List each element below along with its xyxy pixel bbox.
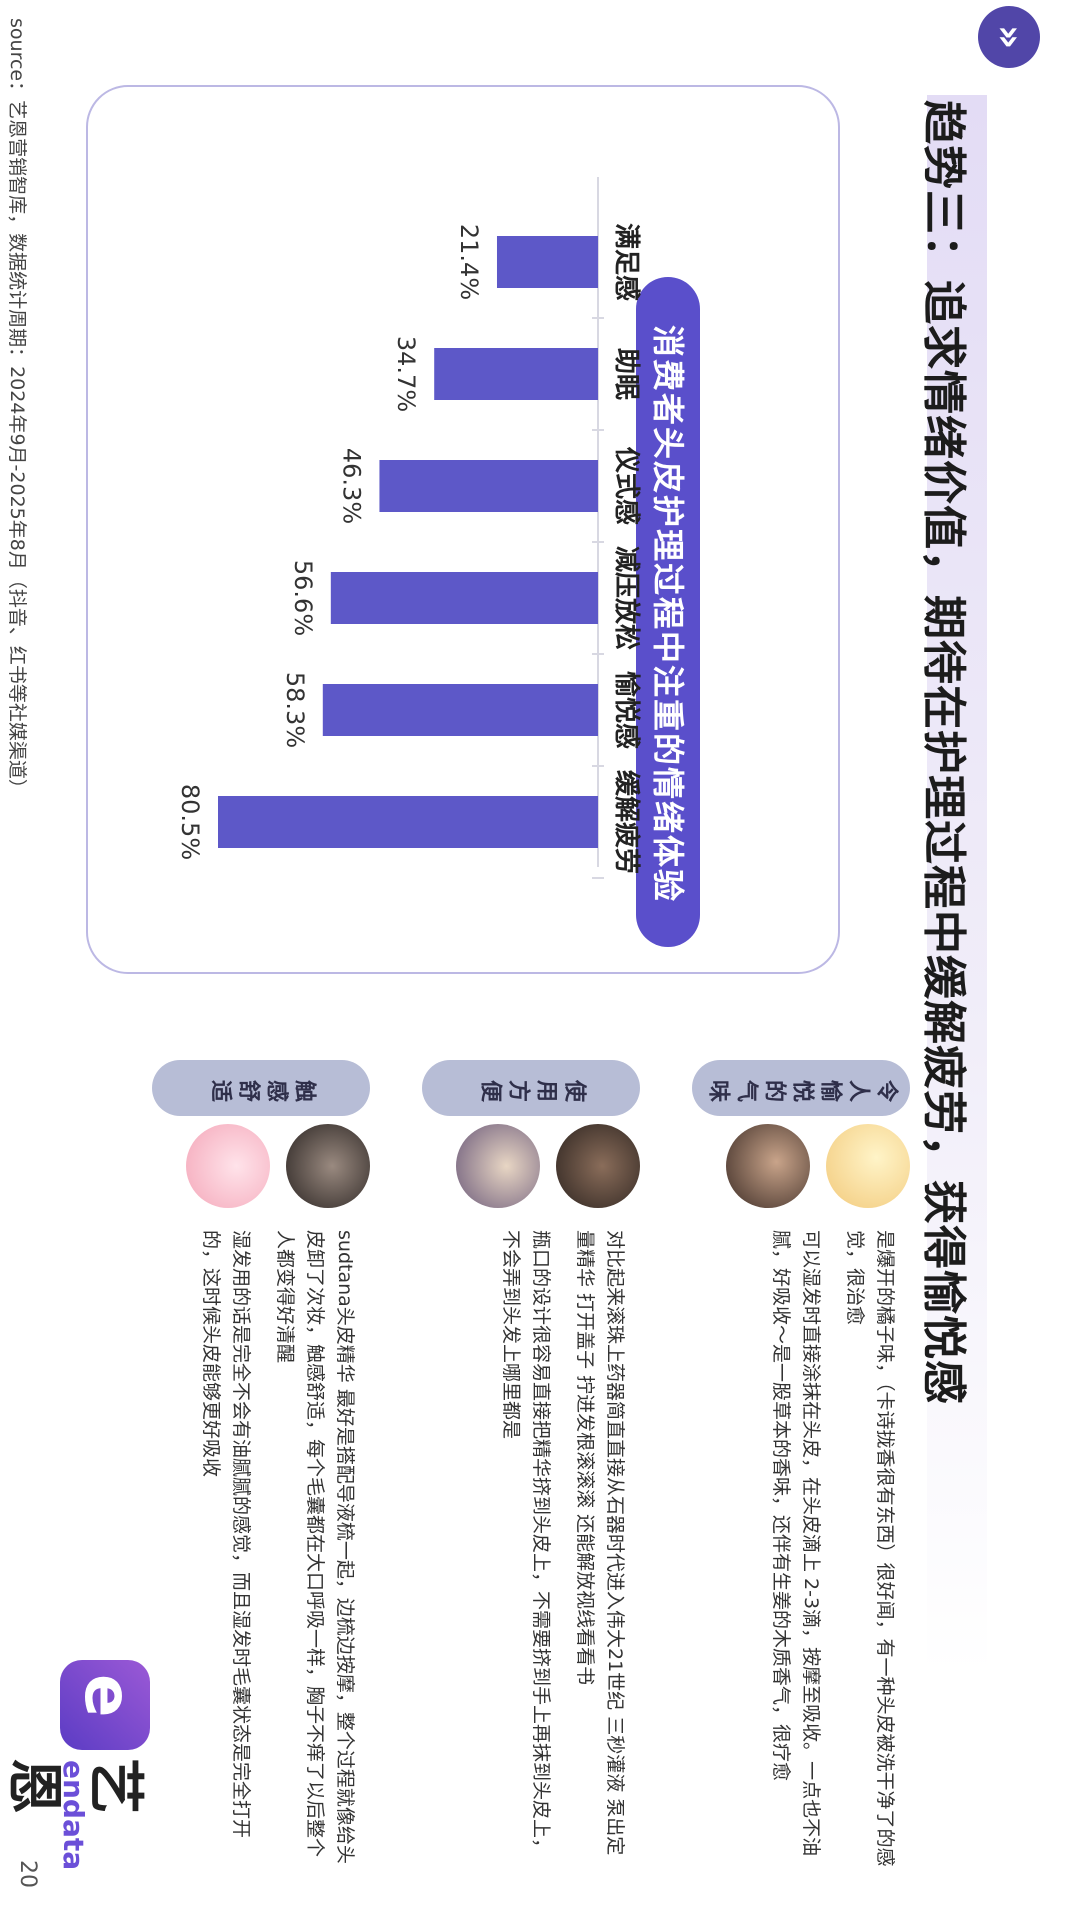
avatar-photo-icon	[456, 1124, 540, 1208]
category-label: 助眠	[611, 348, 641, 400]
avatar-column	[150, 1124, 370, 1214]
data-label: 58.3%	[281, 672, 309, 748]
quote-text: 湿发用的话是完全不会有油腻腻的感觉，而且湿发时毛囊状态是完全打开的，这时候头皮能…	[200, 1230, 252, 1839]
bar	[322, 684, 598, 736]
avatar-cartoon-icon	[186, 1124, 270, 1208]
bar	[379, 460, 598, 512]
page-number: 20	[15, 1860, 40, 1888]
chart-card: 消费者头皮护理过程中注重的情绪体验 缓解疲劳 80.5% 愉悦感 58.3% 减压放松 5…	[86, 85, 840, 974]
data-label: 80.5%	[176, 784, 204, 860]
quote-text: 瓶口的设计很容易直接把精华挤到头皮上，不需要挤到手上再抹到头皮上，不会弄到头发上…	[500, 1230, 552, 1858]
quote-text: 可以湿发时直接涂抹在头皮，在头皮滴上 2-3滴，按摩至吸收。一点也不油腻，好吸收…	[770, 1230, 822, 1857]
category-label: 愉悦感	[611, 671, 642, 749]
bar	[330, 572, 598, 624]
avatar-photo-icon	[556, 1124, 640, 1208]
comments-panel: 令人愉悦的气味 是爆开的橘子味，（卡诗拢香很有东西）很好闻，有一种头皮被洗干净了…	[80, 1060, 910, 1880]
page-title: 趋势三：追求情绪价值，期待在护理过程中缓解疲劳，获得愉悦感	[918, 100, 969, 1405]
category-label: 缓解疲劳	[611, 770, 642, 874]
quote-list: 是爆开的橘子味，（卡诗拢香很有东西）很好闻，有一种头皮被洗干净了的感觉，很治愈 …	[752, 1230, 900, 1870]
section-label-pill: 使用方便	[420, 1060, 640, 1120]
quote-list: 对比起来滚珠上药器简直直接从石器时代进入伟大21世纪 三秒灌液 泵出定量精华 打…	[482, 1230, 630, 1870]
section-label-pill: 触感舒适	[150, 1060, 370, 1120]
quote-list: sudtana头皮精华 最好是搭配导液梳一起，边梳边按摩，整个过程就像给头皮卸了…	[182, 1230, 360, 1870]
data-label: 46.3%	[337, 448, 365, 524]
category-label: 减压放松	[611, 546, 642, 650]
avatar-photo-icon	[726, 1124, 810, 1208]
section-label-pill: 令人愉悦的气味	[690, 1060, 910, 1120]
category-label: 满足感	[611, 223, 641, 301]
data-label: 34.7%	[392, 336, 420, 412]
quote-text: sudtana头皮精华 最好是搭配导液梳一起，边梳边按摩，整个过程就像给头皮卸了…	[274, 1230, 356, 1864]
double-chevron-icon: »	[978, 6, 1040, 68]
avatar-photo-icon	[286, 1124, 370, 1208]
data-label: 21.4%	[455, 224, 483, 300]
bar-chart: 缓解疲劳 80.5% 愉悦感 58.3% 减压放松 56.6% 仪式感 46.3% 助眠 34.7…	[176, 177, 642, 879]
bar	[434, 348, 598, 400]
avatar-cartoon-icon	[826, 1124, 910, 1208]
category-label: 仪式感	[611, 446, 641, 525]
bar	[496, 236, 598, 288]
quote-text: 对比起来滚珠上药器简直直接从石器时代进入伟大21世纪 三秒灌液 泵出定量精华 打…	[574, 1230, 626, 1856]
bar	[218, 796, 598, 848]
avatar-column	[690, 1124, 910, 1214]
quote-text: 是爆开的橘子味，（卡诗拢香很有东西）很好闻，有一种头皮被洗干净了的感觉，很治愈	[844, 1230, 896, 1867]
avatar-column	[420, 1124, 640, 1214]
source-note: source：艺恩营销智库，数据统计周期：2024年9月-2025年8月（抖音、…	[6, 18, 28, 798]
data-label: 56.6%	[289, 560, 317, 636]
